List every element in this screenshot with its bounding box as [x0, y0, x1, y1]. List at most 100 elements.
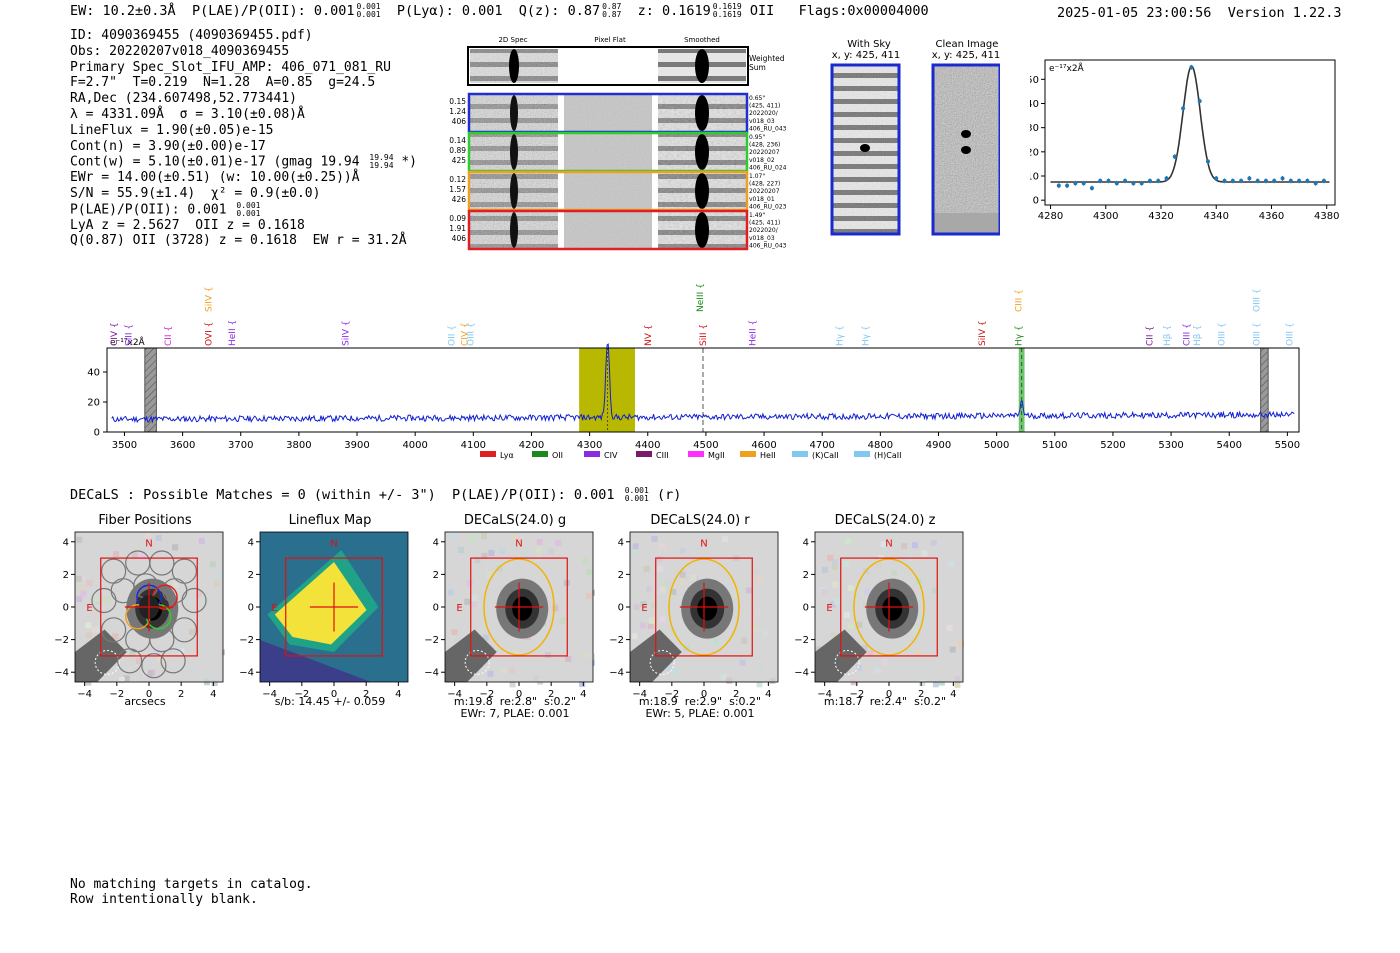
y-tick-label: −4 — [609, 668, 624, 679]
zoom-data-point — [1065, 183, 1070, 188]
row-left-label: 0.15 — [449, 97, 466, 106]
x-tick-label: −4 — [262, 689, 277, 700]
spec-xtick-label: 4700 — [809, 440, 834, 451]
image-pixel — [481, 533, 488, 540]
image-pixel — [533, 675, 540, 682]
spec-line-label: Hγ { — [836, 325, 846, 346]
row-left-label: 426 — [452, 195, 467, 204]
image-pixel — [130, 546, 137, 553]
image-pixel — [867, 650, 874, 657]
image-pixel — [656, 555, 663, 562]
legend-label: (H)CaII — [874, 451, 901, 460]
image-pixel — [932, 587, 939, 594]
zoom-ytick-label: 30 — [1030, 123, 1039, 134]
legend-label: OII — [552, 451, 563, 460]
image-pixel — [178, 648, 185, 655]
search-box — [840, 557, 938, 657]
y-tick-label: −4 — [54, 668, 69, 679]
zoom-ytick-label: 40 — [1030, 99, 1039, 110]
spec-axes-frame — [106, 347, 1300, 433]
image-pixel — [739, 659, 746, 666]
panel-title: DECaLS(24.0) g — [463, 513, 567, 528]
image-pixel — [481, 552, 488, 559]
image-pixel — [129, 649, 136, 656]
flags-value: Flags:0x00004000 — [798, 3, 929, 19]
image-pixel — [847, 623, 854, 630]
image-pixel — [78, 584, 85, 591]
x-tick-label: 2 — [548, 689, 554, 700]
image-pixel — [901, 542, 908, 549]
legend-label: CIII — [656, 451, 669, 460]
zoom-xtick-label: 4320 — [1148, 211, 1173, 222]
clean-flat — [933, 213, 1000, 234]
image-pixel — [647, 622, 654, 629]
qz-lo: 0.87 — [602, 10, 622, 19]
image-pixel — [640, 601, 647, 608]
spec-highlight-band — [579, 348, 635, 432]
row-right-label: v018_02 — [749, 157, 775, 164]
image-pixel — [555, 540, 562, 547]
spec-xtick-label: 3600 — [170, 440, 195, 451]
image-pixel — [921, 550, 928, 557]
north-label: N — [145, 539, 152, 550]
contw-end: *) — [401, 154, 417, 170]
x-tick-label: −2 — [109, 689, 124, 700]
y-tick-label: −4 — [424, 668, 439, 679]
row-flat-noise — [564, 134, 652, 170]
row-flat-noise — [564, 173, 652, 209]
spec-ytick-label: 20 — [87, 398, 100, 409]
info-block: ID: 4090369455 (4090369455.pdf) Obs: 202… — [70, 28, 417, 249]
image-pixel — [85, 679, 92, 686]
x-tick-label: 2 — [363, 689, 369, 700]
image-pixel — [488, 550, 495, 557]
image-pixel — [842, 560, 849, 567]
plae-text: P(LAE)/P(OII): 0.001 — [70, 202, 227, 218]
x-tick-label: −2 — [849, 689, 864, 700]
image-pixel — [136, 658, 143, 665]
image-pixel — [509, 681, 516, 688]
line-fit-chart: 4280 4300 4320 4340 4360 4380 0 10 20 30 40 50 e⁻¹⁷x… — [1030, 59, 1339, 222]
neighbor-aperture — [649, 649, 675, 675]
info-lambda: λ = 4331.09Å σ = 3.10(±0.08)Å — [70, 106, 305, 122]
zoom-data-point — [1189, 65, 1194, 70]
spec-xtick-label: 5400 — [1216, 440, 1241, 451]
image-pixel — [91, 626, 98, 633]
image-pixel — [720, 674, 727, 681]
panel-band: N E −4 −4 −2 −2 0 0 2 2 4 4 — [794, 531, 964, 700]
zoom-data-point — [1222, 178, 1227, 183]
clean-title: Clean Image — [936, 39, 999, 50]
image-pixel — [665, 579, 672, 586]
panel-title: Fiber Positions — [98, 513, 192, 528]
catalog-note: No matching targets in catalog. Row inte… — [70, 877, 313, 907]
row-right-label: (425, 411) — [749, 220, 780, 227]
search-box — [470, 557, 568, 657]
image-pixel — [821, 566, 828, 573]
z-line: OII — [749, 3, 775, 19]
search-box — [655, 557, 753, 657]
zoom-data-point — [1255, 178, 1260, 183]
panel-caption: m:18.7 re:2.4" s:0.2" — [823, 695, 947, 708]
search-box — [100, 557, 198, 657]
image-pixel — [482, 634, 489, 641]
image-pixel — [464, 598, 471, 605]
plae-lo: 0.001 — [356, 10, 381, 19]
image-pixel — [847, 584, 854, 591]
zoom-data-point — [1089, 186, 1094, 191]
fiber-circle — [149, 550, 175, 576]
spec-xtick-label: 4600 — [751, 440, 776, 451]
row-right-label: 2022020/ — [749, 227, 779, 234]
spec-xtick-label: 4300 — [577, 440, 602, 451]
x-tick-label: −4 — [632, 689, 647, 700]
zoom-data-point — [1131, 181, 1136, 186]
spec-xtick-label: 3800 — [286, 440, 311, 451]
zoom-data-point — [1313, 181, 1318, 186]
image-pixel — [957, 641, 964, 648]
spec-line-label: Hγ { — [862, 325, 872, 346]
image-pixel — [659, 586, 666, 593]
ew-value: EW: 10.2±0.3Å — [70, 3, 176, 19]
spec-line-label: NeIII { — [696, 283, 706, 312]
y-tick-label: −4 — [794, 668, 809, 679]
neighbor-aperture — [94, 649, 120, 675]
legend-swatch — [688, 451, 704, 457]
y-tick-label: 0 — [618, 603, 624, 614]
